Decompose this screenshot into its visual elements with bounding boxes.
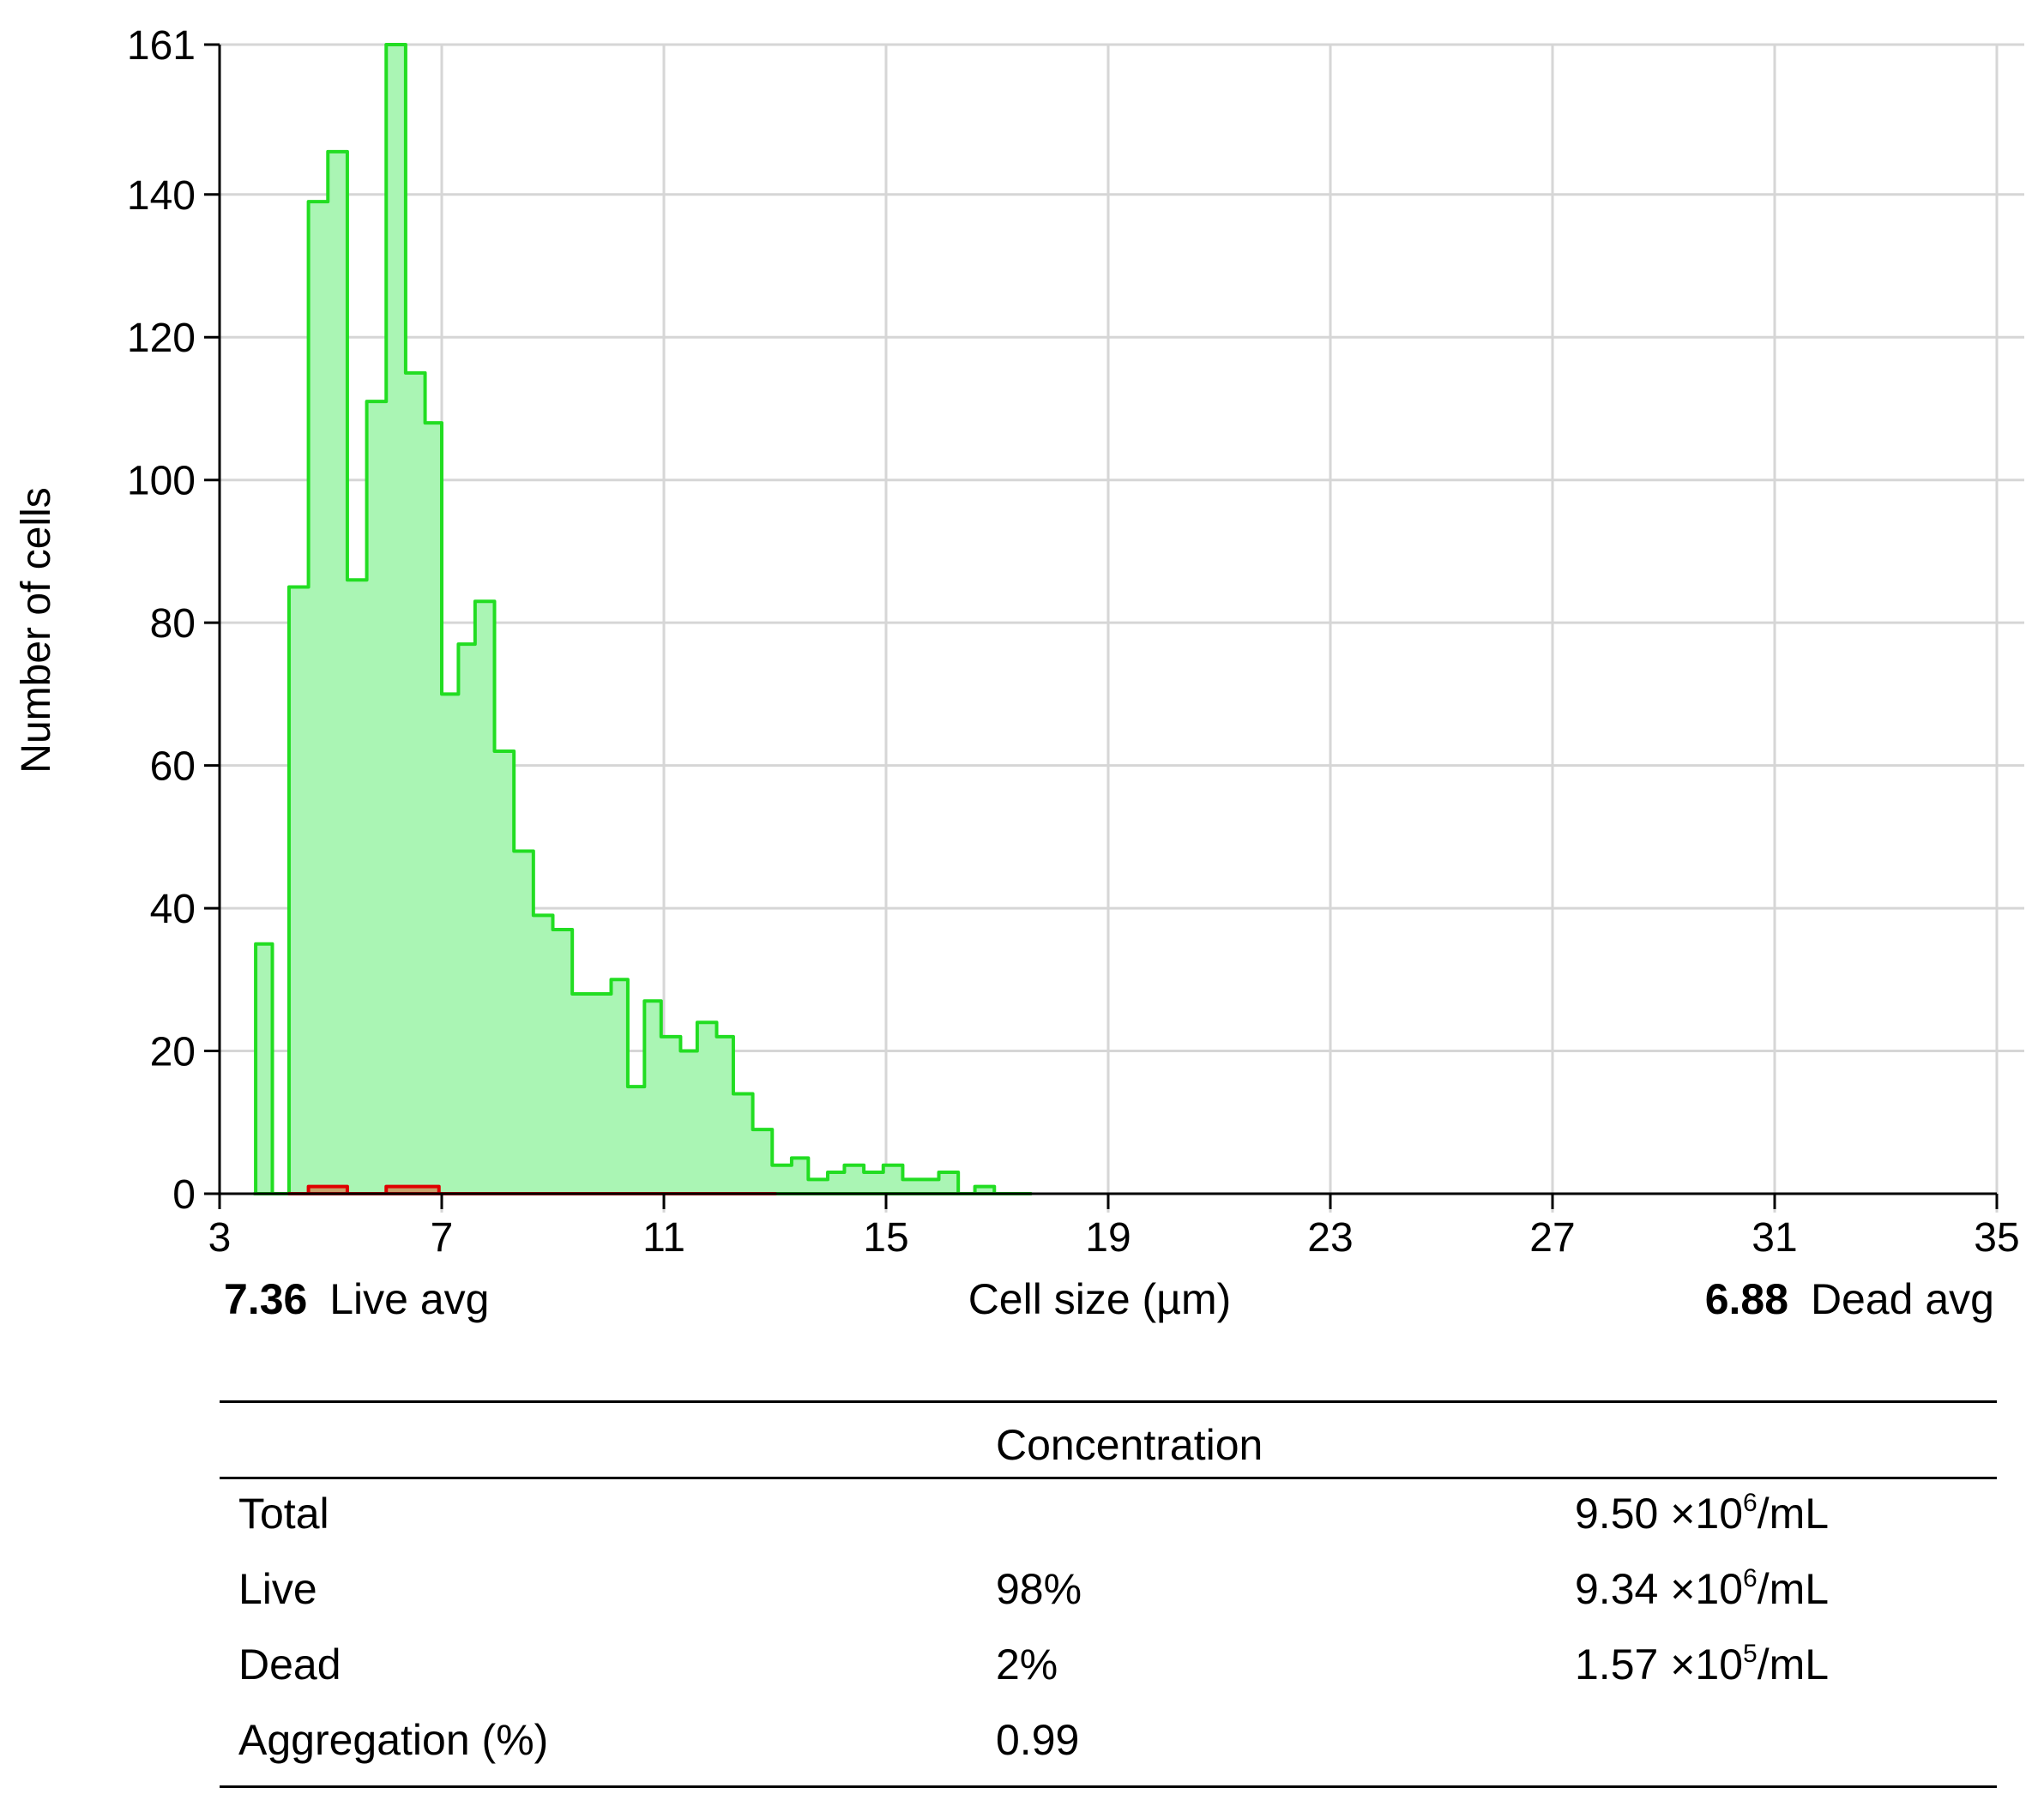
y-tick-label: 60 (150, 744, 196, 790)
x-tick-label: 35 (1974, 1215, 2019, 1261)
x-tick-label: 7 (431, 1215, 454, 1261)
live-avg: 7.36 Live avg (224, 1275, 489, 1323)
y-tick-label: 40 (150, 887, 196, 932)
y-tick-label: 140 (127, 173, 196, 219)
grid-lines (220, 43, 2024, 1213)
y-axis-label: Number of cells (14, 487, 59, 773)
y-tick-label: 100 (127, 459, 196, 504)
y-tick-label: 20 (150, 1030, 196, 1075)
dead-avg: 6.88 Dead avg (1705, 1275, 1994, 1323)
table-header-rule (220, 1477, 1997, 1479)
row-concentration: 9.34 ×106/mL (1575, 1564, 1830, 1613)
x-tick-label: 15 (863, 1215, 908, 1261)
histogram-chart: 3 7 11 15 19 23 27 31 35 0 20 40 60 80 100 120 140 161 Nu… (14, 23, 2024, 1323)
row-label: Dead (238, 1640, 341, 1689)
row-percent: 2% (996, 1640, 1058, 1689)
x-tick-label: 19 (1085, 1215, 1131, 1261)
dead-avg-value: 6.88 (1705, 1275, 1788, 1323)
live-avg-value: 7.36 (224, 1275, 307, 1323)
series-live (252, 43, 1033, 1195)
table-bottom-rule (220, 1785, 1997, 1788)
row-percent: 0.99 (996, 1716, 1080, 1764)
row-label: Aggregation (%) (238, 1716, 549, 1764)
table-header: Concentration (996, 1421, 1263, 1469)
histogram-series (252, 43, 1033, 1195)
row-concentration: 9.50 ×106/mL (1575, 1489, 1830, 1538)
x-tick-label: 23 (1307, 1215, 1353, 1261)
row-label: Total (238, 1490, 329, 1538)
table-top-rule (220, 1400, 1997, 1403)
y-tick-label: 80 (150, 601, 196, 647)
row-label: Live (238, 1565, 317, 1613)
row-percent: 98% (996, 1565, 1082, 1613)
y-tick-label: 120 (127, 316, 196, 361)
x-axis-label: Cell size (µm) (968, 1275, 1232, 1323)
x-tick-label: 27 (1529, 1215, 1575, 1261)
ticks: 3 7 11 15 19 23 27 31 35 0 20 40 60 80 100 120 140 161 (127, 23, 2020, 1261)
dead-avg-label: Dead avg (1811, 1275, 1994, 1323)
row-concentration: 1.57 ×105/mL (1575, 1640, 1830, 1689)
live-avg-label: Live avg (329, 1275, 489, 1323)
x-tick-label: 11 (642, 1215, 685, 1261)
y-tick-label: 0 (172, 1172, 196, 1218)
x-tick-label: 3 (208, 1215, 232, 1261)
y-tick-label: 161 (127, 23, 196, 69)
x-tick-label: 31 (1752, 1215, 1797, 1261)
